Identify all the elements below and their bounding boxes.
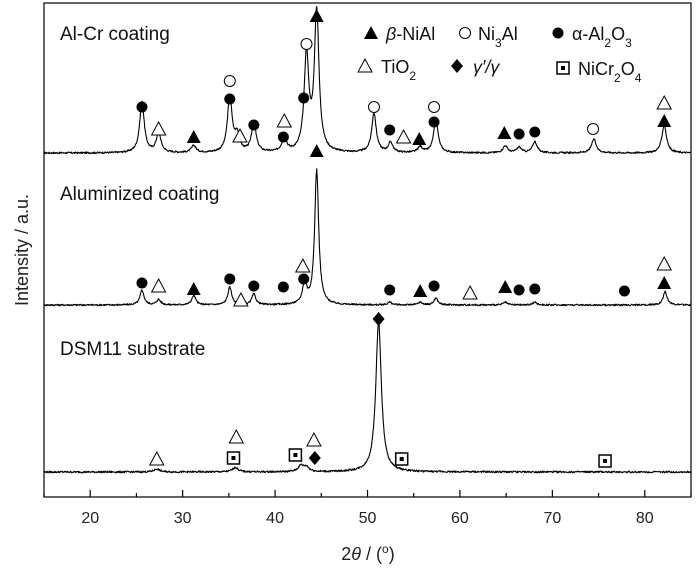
phase-markers-group (136, 9, 673, 468)
legend-label: γ′/γ (473, 57, 500, 77)
spectra-group (43, 6, 692, 474)
legend-item: NiCr2O4 (556, 59, 642, 85)
x-tick-label: 40 (266, 510, 284, 527)
marker-boxed-dot (394, 452, 409, 466)
marker-filled-triangle (498, 280, 513, 293)
marker-filled-circle (248, 280, 260, 292)
legend-label: β-NiAl (385, 24, 435, 44)
x-tick-label: 70 (543, 510, 561, 527)
marker-boxed-dot (598, 454, 612, 468)
legend-symbol-open-triangle (357, 57, 373, 73)
x-tick-label: 50 (359, 510, 377, 527)
marker-open-triangle (306, 431, 322, 447)
marker-filled-circle (428, 116, 440, 128)
legend-item: Ni3Al (459, 24, 518, 50)
marker-open-triangle (150, 277, 167, 293)
marker-filled-circle (224, 273, 236, 285)
legend-label: NiCr2O4 (578, 59, 642, 85)
spectrum-1 (43, 168, 692, 307)
marker-open-triangle (228, 428, 245, 444)
legend-symbol-open-circle (459, 27, 471, 39)
x-tick-label: 30 (174, 510, 192, 527)
marker-filled-triangle (309, 9, 324, 22)
panel-label-alcr: Al-Cr coating (60, 24, 170, 45)
marker-filled-triangle (412, 132, 427, 145)
x-tick-label: 60 (451, 510, 469, 527)
marker-boxed-dot (288, 448, 303, 462)
marker-filled-circle (384, 284, 396, 296)
marker-filled-circle (298, 92, 310, 104)
marker-filled-circle (384, 124, 396, 136)
marker-filled-circle (136, 277, 148, 289)
legend: β-NiAl Ni3Al α-Al2O3 TiO2 γ′/γ NiCr2O4 (357, 24, 642, 85)
marker-open-triangle (395, 128, 412, 144)
marker-filled-circle (529, 126, 541, 138)
legend-symbol-filled-diamond (451, 59, 463, 73)
marker-filled-circle (224, 93, 236, 105)
legend-symbol-filled-circle (552, 27, 564, 39)
marker-open-triangle (294, 257, 311, 273)
marker-open-circle (367, 101, 380, 113)
marker-boxed-dot (226, 451, 241, 465)
x-axis-ticks: 20 30 40 50 60 70 80 (43, 490, 692, 527)
marker-filled-triangle (186, 130, 201, 143)
marker-filled-diamond (308, 451, 321, 465)
marker-open-triangle (276, 112, 293, 128)
marker-open-circle (223, 75, 236, 87)
panel-label-dsm11: DSM11 substrate (60, 339, 205, 360)
marker-open-circle (428, 101, 441, 113)
legend-item: TiO2 (357, 57, 416, 83)
marker-filled-circle (277, 281, 289, 293)
marker-open-triangle (656, 255, 673, 271)
legend-item: γ′/γ (451, 57, 500, 77)
marker-filled-triangle (413, 284, 428, 297)
marker-filled-circle (513, 128, 525, 140)
marker-open-triangle (462, 284, 478, 300)
marker-filled-circle (529, 283, 541, 295)
marker-open-triangle (656, 94, 673, 110)
legend-symbol-filled-triangle (364, 26, 378, 39)
legend-label: α-Al2O3 (572, 24, 632, 50)
marker-filled-triangle (657, 114, 672, 127)
legend-symbol-boxed-dot (556, 61, 570, 75)
marker-filled-circle (428, 280, 440, 292)
panel-label-aluminized: Aluminized coating (60, 184, 219, 205)
x-tick-label: 20 (81, 510, 99, 527)
marker-filled-triangle (497, 126, 512, 139)
marker-filled-triangle (309, 144, 324, 157)
marker-filled-circle (298, 273, 310, 285)
marker-filled-circle (618, 285, 630, 297)
legend-label: TiO2 (381, 57, 416, 83)
marker-open-circle (300, 38, 313, 50)
marker-open-triangle (150, 120, 167, 136)
marker-filled-circle (136, 101, 148, 113)
marker-filled-triangle (186, 282, 201, 295)
legend-item: α-Al2O3 (552, 24, 632, 50)
marker-open-circle (587, 123, 600, 135)
marker-open-triangle (233, 291, 249, 307)
marker-filled-circle (513, 284, 525, 296)
x-axis-label: 2θ / (o) (341, 542, 394, 564)
y-axis-label: Intensity / a.u. (12, 194, 32, 306)
marker-open-triangle (148, 450, 165, 466)
marker-filled-diamond (372, 312, 385, 326)
spectrum-0 (43, 6, 692, 155)
legend-label: Ni3Al (478, 24, 518, 50)
spectrum-2 (43, 322, 692, 474)
legend-item: β-NiAl (364, 24, 435, 44)
marker-filled-circle (277, 131, 289, 143)
x-tick-label: 80 (636, 510, 654, 527)
marker-open-triangle (232, 127, 248, 143)
marker-filled-triangle (657, 276, 672, 289)
marker-filled-circle (248, 119, 260, 131)
